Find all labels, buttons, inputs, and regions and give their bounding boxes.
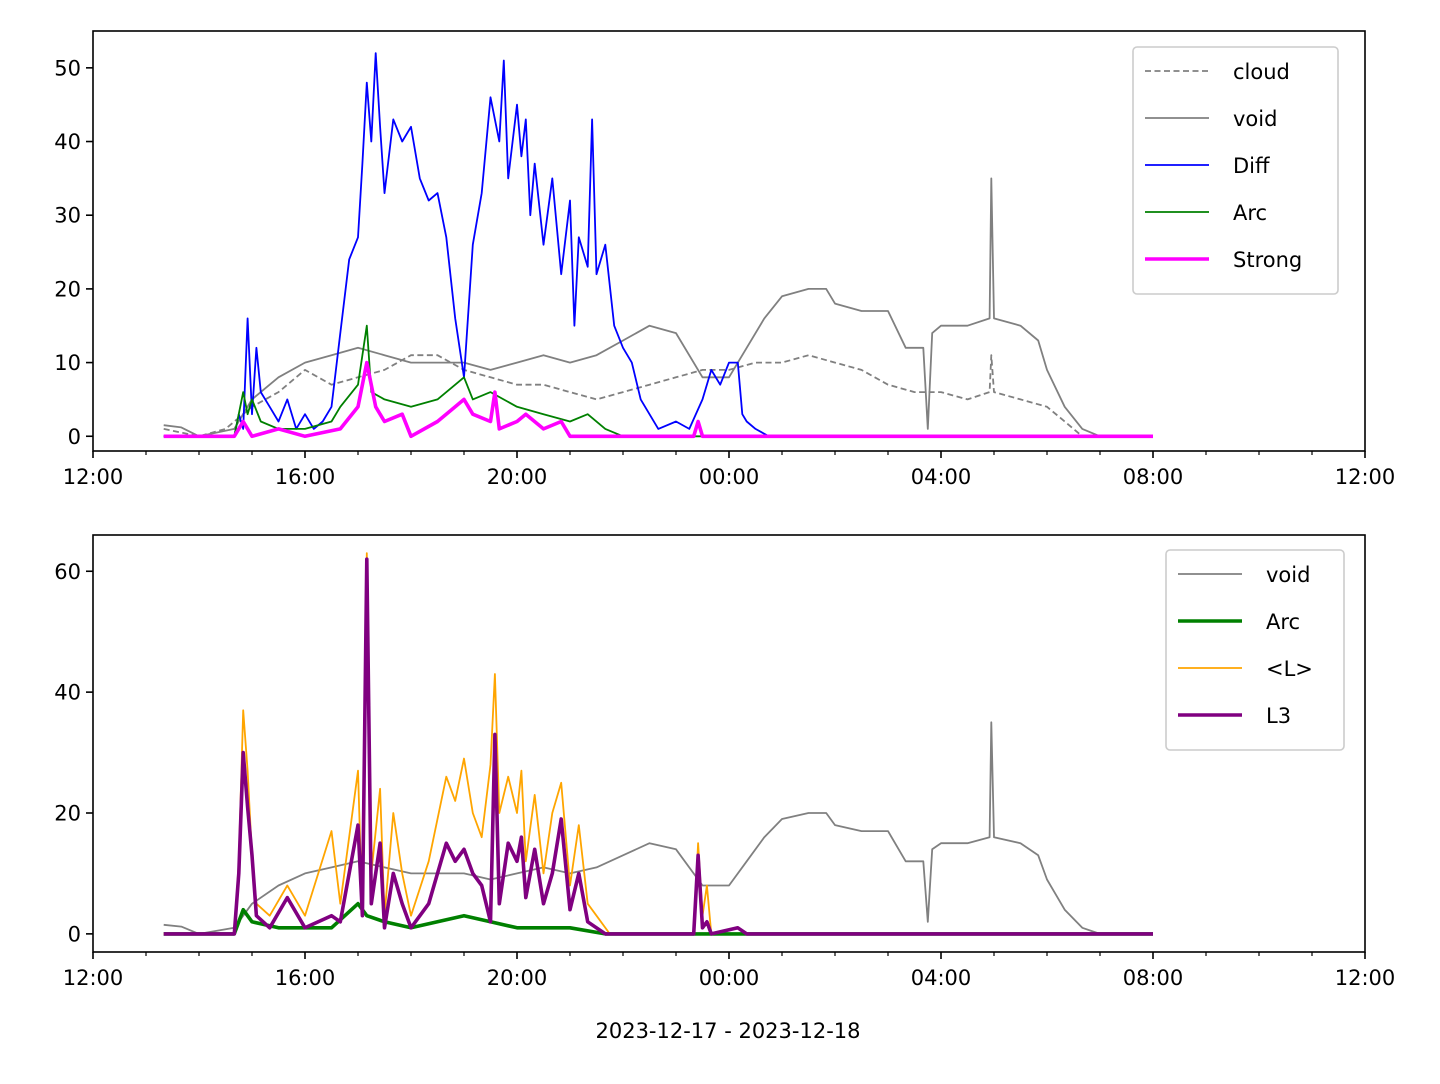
legend-label-cloud: cloud	[1233, 60, 1290, 84]
series-line-cloud	[163, 354, 1153, 438]
y-tick-label: 50	[54, 56, 81, 80]
x-tick-label: 04:00	[911, 966, 972, 990]
x-tick-label: 12:00	[63, 465, 124, 489]
legend: cloud void Diff Arc Strong	[1132, 46, 1339, 295]
series-line-strong	[163, 360, 1153, 439]
legend-box	[1132, 46, 1339, 295]
x-tick-label: 00:00	[699, 465, 760, 489]
series-line-void	[163, 721, 1153, 935]
x-tick-label: 12:00	[1335, 465, 1396, 489]
y-tick-label: 40	[54, 130, 81, 154]
legend-label-arc: Arc	[1266, 610, 1300, 634]
series-group	[163, 552, 1153, 936]
x-tick-label: 16:00	[275, 465, 336, 489]
series-line-diff	[163, 52, 1153, 438]
series-line-l3	[163, 557, 1153, 936]
y-tick-label: 40	[54, 681, 81, 705]
y-tick-label: 20	[54, 277, 81, 301]
x-tick-label: 08:00	[1123, 465, 1184, 489]
legend: void Arc <L> L3	[1165, 549, 1345, 751]
series-line-void	[163, 177, 1153, 438]
y-tick-label: 10	[54, 351, 81, 375]
legend-label-strong: Strong	[1233, 248, 1302, 272]
x-tick-label: 20:00	[487, 465, 548, 489]
x-tick-label: 04:00	[911, 465, 972, 489]
x-tick-label: 16:00	[275, 966, 336, 990]
series-line-arc	[163, 324, 1153, 438]
x-tick-label: 12:00	[63, 966, 124, 990]
series-group	[163, 52, 1153, 439]
y-tick-label: 60	[54, 560, 81, 584]
x-tick-label: 12:00	[1335, 966, 1396, 990]
y-tick-label: 20	[54, 802, 81, 826]
y-tick-label: 30	[54, 204, 81, 228]
x-tick-label: 00:00	[699, 966, 760, 990]
legend-label-l3: L3	[1266, 704, 1291, 728]
series-line-arc	[163, 901, 1153, 936]
legend-box	[1165, 549, 1345, 751]
y-tick-label: 0	[68, 922, 81, 946]
legend-label-l: <L>	[1266, 657, 1313, 681]
legend-label-diff: Diff	[1233, 154, 1270, 178]
figure-xlabel: 2023-12-17 - 2023-12-18	[595, 1019, 860, 1043]
legend-label-void: void	[1233, 107, 1277, 131]
bottom-panel: 12:00 16:00 20:00 00:00 04:00 08:00 12:00 0 20 40…	[54, 534, 1396, 990]
legend-label-arc: Arc	[1233, 201, 1267, 225]
x-tick-label: 08:00	[1123, 966, 1184, 990]
x-tick-label: 20:00	[487, 966, 548, 990]
y-tick-label: 0	[68, 425, 81, 449]
top-panel: 12:00 16:00 20:00 00:00 04:00 08:00 12:00 0 10 20…	[54, 30, 1396, 489]
series-line-l	[163, 552, 1153, 935]
legend-label-void: void	[1266, 563, 1310, 587]
